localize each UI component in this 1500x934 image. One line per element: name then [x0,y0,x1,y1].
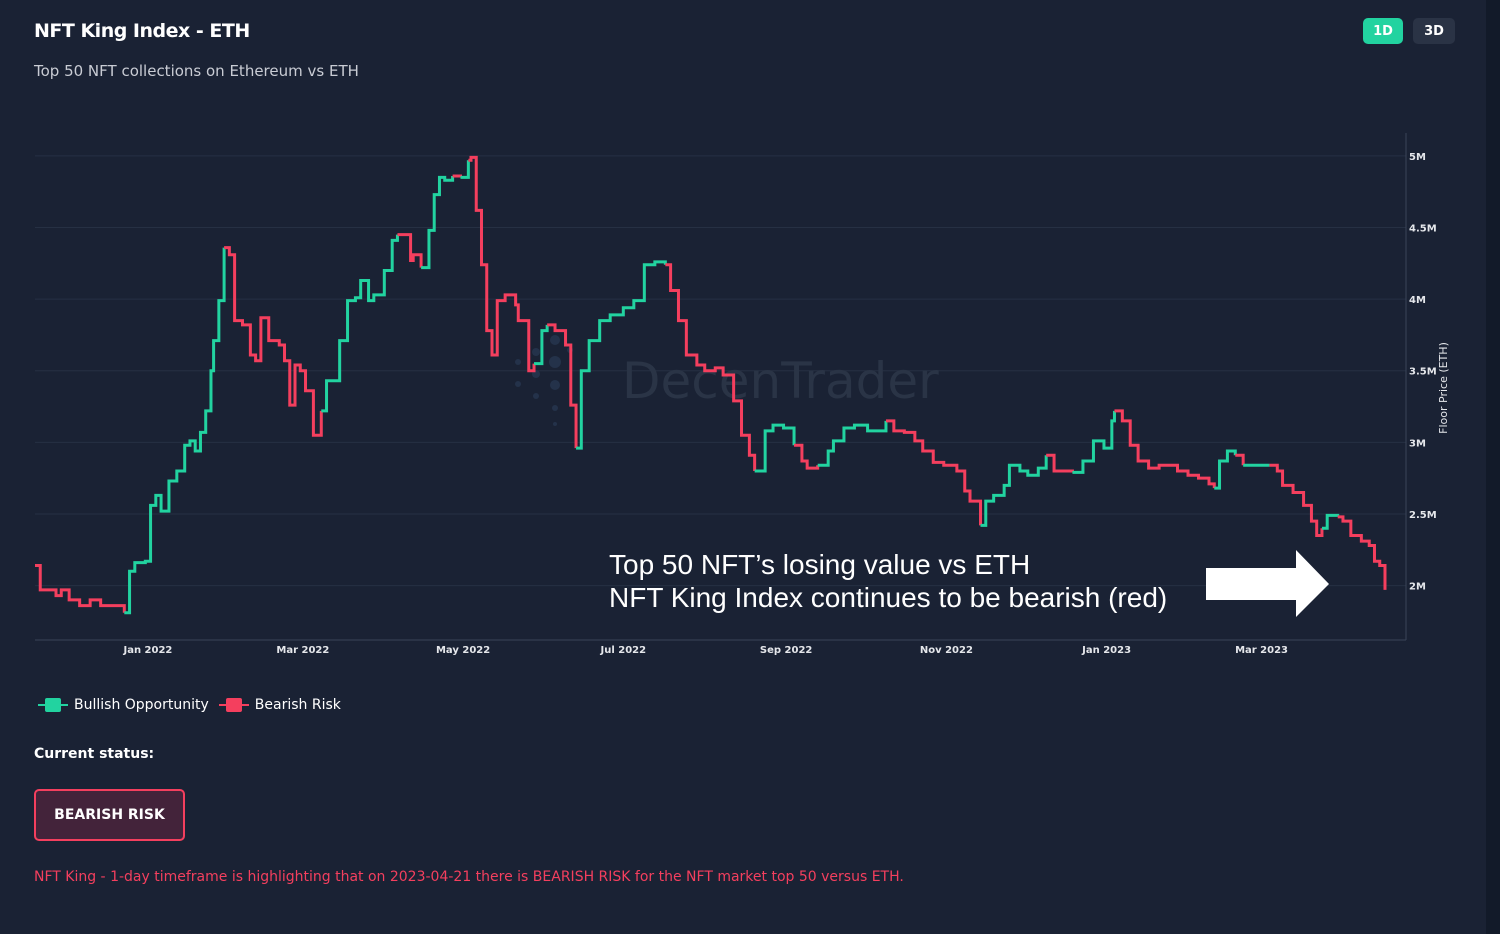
bearish-segment [665,263,757,471]
legend-item-bearish[interactable]: Bearish Risk [218,697,341,713]
y-tick-label: 3.5M [1409,367,1437,378]
x-tick-label: Jan 2022 [122,645,172,656]
bullish-segment [1321,513,1340,530]
current-status-label: Current status: [34,746,155,762]
y-tick-label: 5M [1409,152,1426,163]
x-tick-label: Mar 2022 [276,645,329,656]
bearish-segment [397,233,423,268]
bearish-segment [1269,463,1324,537]
x-tick-label: Mar 2023 [1235,645,1288,656]
series-lines [35,155,1387,615]
grid-lines [35,155,1406,587]
bearish-segment [35,564,126,613]
x-tick-label: Nov 2022 [920,645,973,656]
price-chart[interactable]: DecenTrader 5M 4.5M 4M 3.5M 3M 2.5M 2M Jan 202… [0,0,1500,680]
bearish-segment [224,246,323,437]
annotation-line-2: NFT King Index continues to be bearish (… [609,582,1168,613]
bearish-legend-icon [218,698,249,712]
bullish-segment [534,324,549,366]
y-tick-label: 2.5M [1409,510,1437,521]
right-edge-strip [1486,0,1500,934]
chart-legend: Bullish Opportunity Bearish Risk [38,697,351,713]
y-axis-ticks: 5M 4.5M 4M 3.5M 3M 2.5M 2M [1409,152,1437,593]
x-tick-label: Jul 2022 [600,645,647,656]
x-axis-ticks: Jan 2022 Mar 2022 May 2022 Jul 2022 Sep 2022… [122,645,1288,656]
page-title: NFT King Index - ETH [34,20,250,42]
x-tick-label: Sep 2022 [760,645,812,656]
bullish-segment [754,423,796,473]
watermark-logo: DecenTrader [622,352,939,410]
watermark-dots-icon [515,335,573,426]
bearish-segment [1235,453,1245,466]
bullish-segment [1072,410,1116,474]
bullish-legend-icon [38,698,68,712]
legend-label-bullish: Bullish Opportunity [74,697,209,713]
timeframe-3d-button[interactable]: 3D [1413,18,1455,44]
bullish-segment [460,160,470,179]
y-tick-label: 4M [1409,295,1426,306]
y-axis-label: Floor Price (ETH) [1437,342,1450,434]
page-subtitle: Top 50 NFT collections on Ethereum vs ET… [34,62,359,80]
bearish-segment [1046,453,1074,473]
bullish-segment [817,420,888,467]
bearish-segment [794,443,820,470]
x-tick-label: Jan 2023 [1081,645,1131,656]
y-tick-label: 2M [1409,582,1426,593]
x-tick-label: May 2022 [436,645,490,656]
bearish-segment [468,155,536,373]
legend-label-bearish: Bearish Risk [254,697,341,713]
legend-item-bullish[interactable]: Bullish Opportunity [38,697,209,713]
y-tick-label: 4.5M [1409,224,1437,235]
arrow-right-icon [1206,550,1329,617]
bearish-segment [885,419,983,526]
bullish-segment [576,260,667,450]
bullish-segment [421,175,455,270]
chart-annotation: Top 50 NFT’s losing value vs ETH NFT Kin… [609,548,1167,614]
bearish-segment [547,323,578,449]
status-badge: BEARISH RISK [34,789,185,841]
bullish-segment [1214,449,1237,490]
timeframe-1d-button[interactable]: 1D [1363,18,1403,44]
bearish-segment [452,174,462,178]
annotation-line-1: Top 50 NFT’s losing value vs ETH [609,549,1031,580]
bullish-segment [321,234,399,413]
bearish-segment [1337,515,1387,590]
y-tick-label: 3M [1409,438,1426,449]
bearish-segment [1114,409,1216,489]
bullish-segment [980,455,1048,527]
bullish-segment [124,247,226,615]
status-description: NFT King - 1-day timeframe is highlighti… [34,869,904,885]
